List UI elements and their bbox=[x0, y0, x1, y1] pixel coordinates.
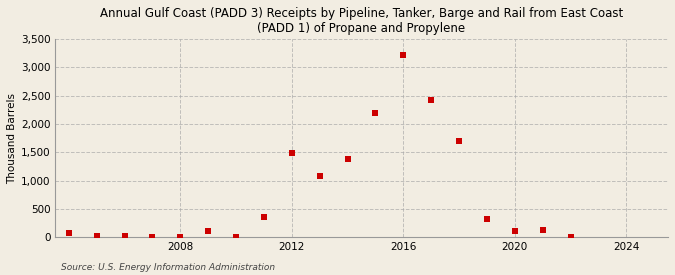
Point bbox=[537, 228, 548, 232]
Point bbox=[119, 233, 130, 238]
Point bbox=[259, 215, 269, 219]
Text: Source: U.S. Energy Information Administration: Source: U.S. Energy Information Administ… bbox=[61, 263, 275, 272]
Point bbox=[286, 151, 297, 156]
Title: Annual Gulf Coast (PADD 3) Receipts by Pipeline, Tanker, Barge and Rail from Eas: Annual Gulf Coast (PADD 3) Receipts by P… bbox=[100, 7, 623, 35]
Point bbox=[342, 156, 353, 161]
Point bbox=[565, 235, 576, 240]
Point bbox=[454, 139, 464, 143]
Y-axis label: Thousand Barrels: Thousand Barrels bbox=[7, 93, 17, 184]
Point bbox=[63, 231, 74, 236]
Point bbox=[426, 98, 437, 102]
Point bbox=[481, 217, 492, 221]
Point bbox=[147, 235, 158, 239]
Point bbox=[202, 229, 213, 233]
Point bbox=[91, 234, 102, 238]
Point bbox=[370, 111, 381, 116]
Point bbox=[315, 174, 325, 178]
Point bbox=[510, 229, 520, 233]
Point bbox=[398, 53, 408, 57]
Point bbox=[175, 235, 186, 239]
Point bbox=[231, 235, 242, 239]
